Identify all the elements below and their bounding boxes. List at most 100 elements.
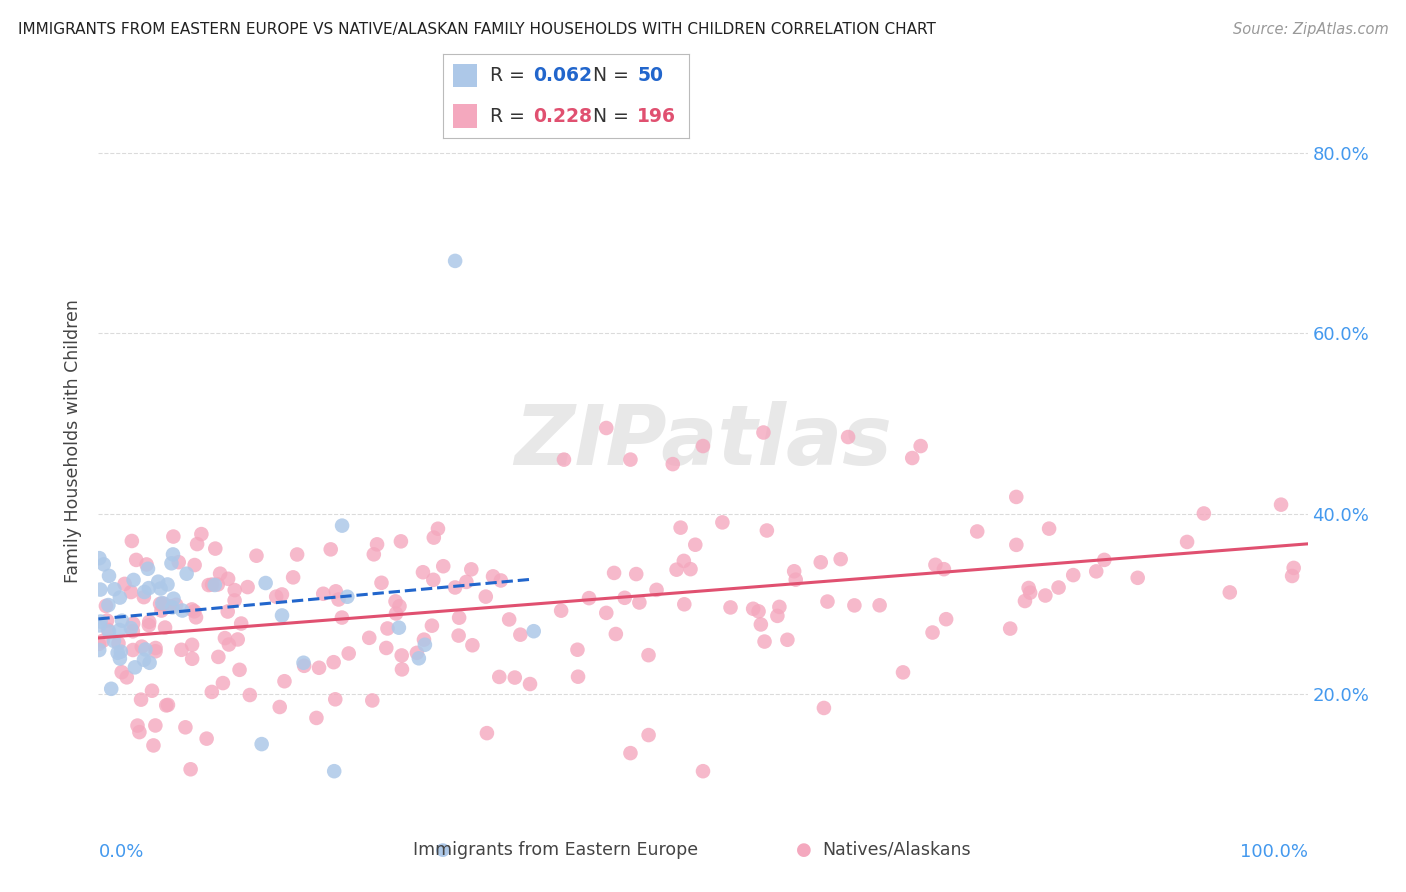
Point — [228, 663, 250, 677]
Point — [170, 642, 193, 657]
Point — [180, 762, 202, 776]
Point — [449, 610, 471, 624]
Point — [236, 580, 259, 594]
Point — [844, 599, 866, 613]
Point — [567, 670, 589, 684]
Point — [176, 566, 198, 581]
Point — [197, 578, 219, 592]
Point — [98, 569, 121, 583]
Point — [183, 558, 205, 572]
Point — [692, 764, 714, 779]
Point — [127, 718, 149, 732]
Point — [186, 537, 208, 551]
Point — [783, 564, 806, 578]
Point — [755, 524, 778, 538]
Point — [103, 582, 125, 597]
Point — [752, 425, 775, 440]
Point — [754, 634, 776, 648]
Point — [138, 656, 160, 670]
Point — [121, 533, 143, 548]
Point — [217, 605, 239, 619]
Point — [124, 660, 146, 674]
Point — [567, 642, 589, 657]
Point — [1047, 581, 1070, 595]
Point — [319, 542, 342, 557]
Point — [150, 603, 173, 617]
Point — [165, 598, 187, 612]
Point — [924, 558, 946, 572]
Point — [1005, 490, 1028, 504]
Point — [391, 662, 413, 676]
Point — [595, 421, 617, 435]
Point — [181, 652, 204, 666]
Point — [273, 674, 295, 689]
Point — [613, 591, 636, 605]
Point — [388, 599, 411, 614]
Point — [605, 627, 627, 641]
Point — [1270, 498, 1292, 512]
Point — [519, 677, 541, 691]
Point — [550, 604, 572, 618]
Point — [595, 606, 617, 620]
Point — [125, 553, 148, 567]
Point — [711, 516, 734, 530]
Point — [384, 594, 406, 608]
Point — [271, 608, 294, 623]
Point — [413, 638, 436, 652]
Point — [312, 587, 335, 601]
Point — [553, 452, 575, 467]
Point — [1192, 507, 1215, 521]
Point — [1085, 565, 1108, 579]
Point — [159, 599, 181, 614]
Point — [509, 628, 531, 642]
Text: Immigrants from Eastern Europe: Immigrants from Eastern Europe — [413, 840, 697, 858]
Point — [149, 597, 172, 611]
Point — [785, 573, 807, 587]
Point — [231, 616, 253, 631]
Point — [110, 645, 132, 659]
Point — [637, 728, 659, 742]
Point — [810, 555, 832, 569]
Point — [628, 595, 651, 609]
Point — [322, 655, 344, 669]
Point — [134, 585, 156, 599]
Point — [89, 618, 111, 632]
Point — [108, 623, 131, 637]
Point — [901, 450, 924, 465]
Point — [138, 618, 160, 632]
Point — [142, 739, 165, 753]
Text: 0.0%: 0.0% — [98, 843, 143, 861]
Point — [162, 548, 184, 562]
Point — [115, 670, 138, 684]
Point — [292, 656, 315, 670]
Point — [817, 594, 839, 608]
Point — [209, 566, 232, 581]
Point — [482, 569, 505, 583]
Point — [180, 602, 202, 616]
Point — [679, 562, 702, 576]
Point — [162, 591, 184, 606]
Point — [325, 584, 347, 599]
Point — [366, 537, 388, 551]
Y-axis label: Family Households with Children: Family Households with Children — [65, 300, 83, 583]
Point — [685, 538, 707, 552]
Point — [391, 648, 413, 663]
Point — [408, 651, 430, 665]
Point — [181, 638, 204, 652]
Point — [120, 621, 142, 635]
Point — [776, 632, 799, 647]
Point — [207, 649, 229, 664]
Point — [426, 522, 449, 536]
Point — [498, 612, 520, 626]
Text: 50: 50 — [637, 66, 664, 85]
Point — [89, 551, 111, 566]
Point — [224, 583, 246, 598]
Point — [136, 562, 159, 576]
Point — [107, 646, 129, 660]
Point — [226, 632, 249, 647]
Point — [201, 577, 224, 591]
Point — [138, 581, 160, 595]
Point — [869, 599, 891, 613]
Point — [1219, 585, 1241, 599]
Point — [217, 572, 239, 586]
